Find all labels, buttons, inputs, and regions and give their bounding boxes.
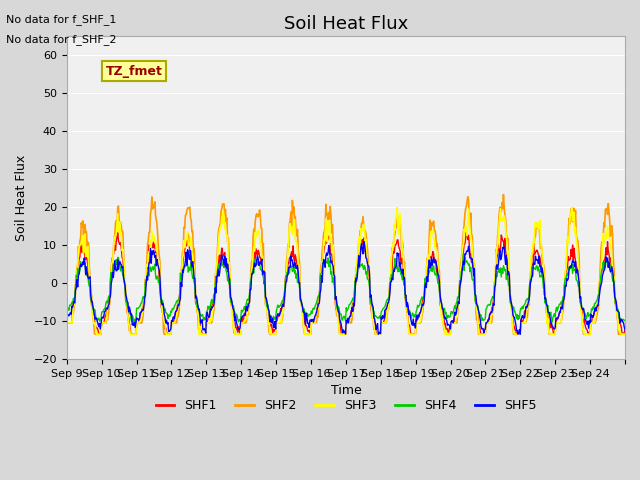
X-axis label: Time: Time [330,384,361,397]
SHF3 [232,331,239,337]
SHF4 [436,288,444,294]
Line: SHF3: SHF3 [67,207,625,334]
Line: SHF1: SHF1 [67,230,625,334]
SHF4 [63,306,70,312]
SHF5 [436,292,444,298]
SHF4 [280,292,288,298]
Title: Soil Heat Flux: Soil Heat Flux [284,15,408,33]
SHF3 [404,324,412,330]
SHF5 [129,322,136,328]
SHF4 [259,274,267,280]
SHF4 [129,312,136,318]
SHF1 [232,324,239,330]
SHF5 [405,312,413,317]
SHF1 [621,327,629,333]
SHF4 [404,310,412,315]
SHF1 [95,331,102,337]
SHF2 [63,320,70,326]
Text: TZ_fmet: TZ_fmet [106,65,163,78]
SHF1 [280,293,288,299]
SHF4 [232,312,239,318]
Legend: SHF1, SHF2, SHF3, SHF4, SHF5: SHF1, SHF2, SHF3, SHF4, SHF5 [150,394,541,417]
SHF5 [374,331,382,337]
SHF4 [460,251,467,257]
SHF1 [129,331,137,337]
SHF5 [280,303,287,309]
SHF3 [280,293,288,299]
SHF3 [63,320,70,326]
SHF2 [500,192,508,197]
SHF5 [621,327,629,333]
SHF2 [621,331,629,337]
SHF3 [259,261,267,267]
SHF1 [463,228,470,233]
SHF1 [63,319,70,325]
SHF2 [92,331,99,337]
Line: SHF4: SHF4 [67,254,625,324]
Text: No data for f_SHF_2: No data for f_SHF_2 [6,34,117,45]
SHF5 [63,317,70,323]
SHF2 [436,268,444,274]
SHF2 [404,320,412,326]
SHF3 [436,277,444,283]
Y-axis label: Soil Heat Flux: Soil Heat Flux [15,154,28,240]
SHF3 [568,204,576,210]
SHF5 [360,239,367,244]
Line: SHF2: SHF2 [67,194,625,334]
Line: SHF5: SHF5 [67,241,625,334]
SHF1 [259,265,267,271]
SHF2 [129,331,137,337]
SHF2 [259,240,267,246]
SHF1 [404,317,412,323]
SHF1 [436,285,444,291]
SHF2 [232,331,239,337]
SHF4 [621,318,629,324]
SHF5 [259,272,266,277]
SHF5 [231,318,239,324]
SHF3 [93,331,100,337]
SHF3 [129,331,137,337]
SHF4 [130,321,138,326]
SHF3 [621,331,629,337]
SHF2 [280,299,288,305]
Text: No data for f_SHF_1: No data for f_SHF_1 [6,14,116,25]
